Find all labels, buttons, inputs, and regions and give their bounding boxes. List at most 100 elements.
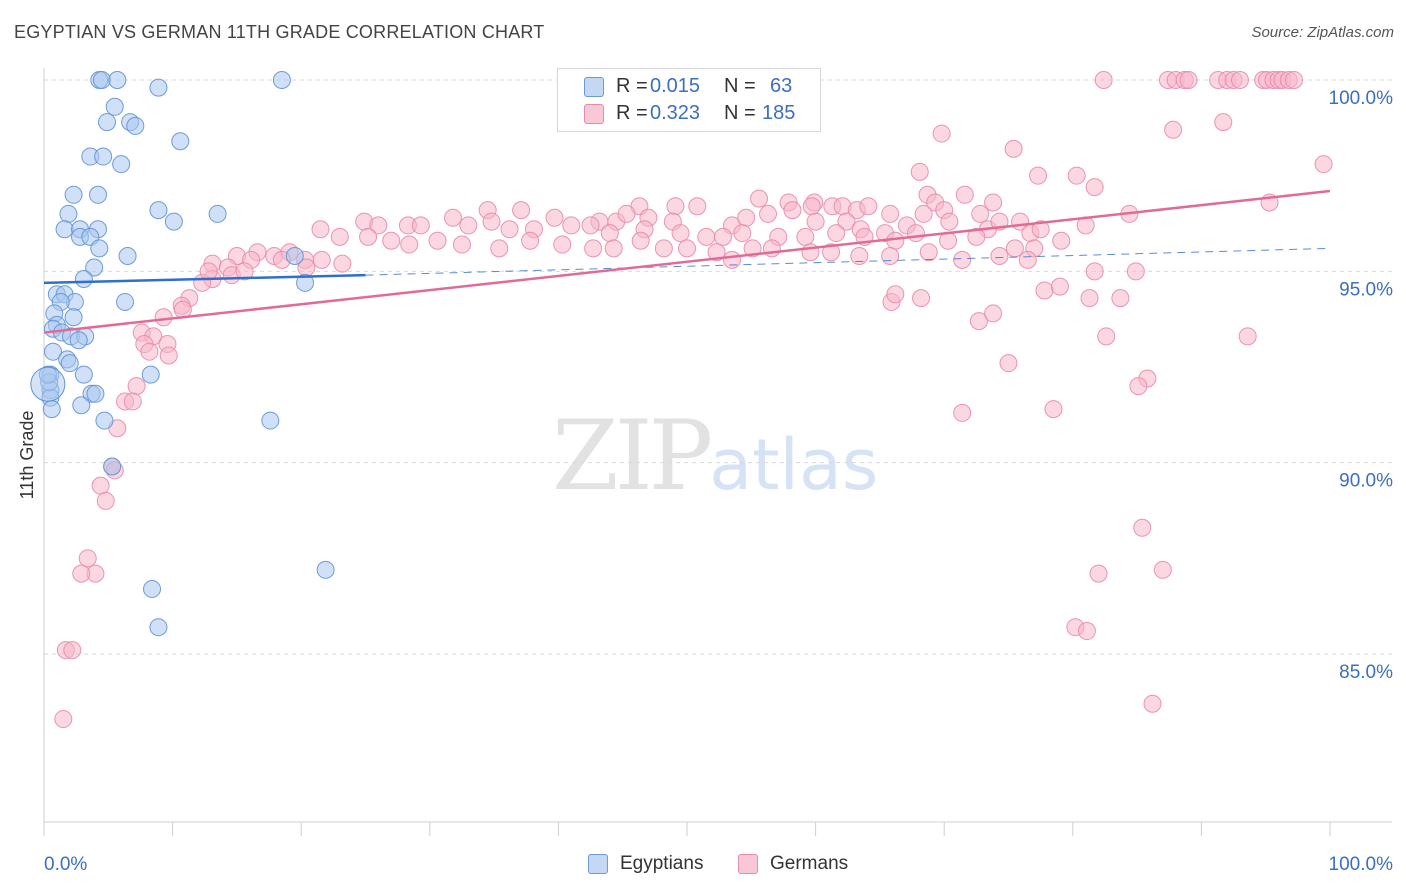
egyptian-point xyxy=(126,116,145,135)
german-point xyxy=(140,342,159,361)
german-point xyxy=(750,189,769,208)
egyptian-point xyxy=(141,365,160,384)
egyptian-point xyxy=(74,269,93,288)
german-point xyxy=(1133,518,1152,537)
egyptian-point xyxy=(108,71,127,89)
egyptian-point xyxy=(171,132,190,151)
egyptian-point xyxy=(272,71,291,89)
german-point xyxy=(617,204,636,223)
egyptians-legend-label[interactable]: Egyptians xyxy=(620,853,704,874)
egyptian-point xyxy=(44,342,63,361)
german-point xyxy=(96,491,115,510)
axes xyxy=(43,68,1392,836)
german-point xyxy=(984,193,1003,212)
german-point xyxy=(688,197,707,216)
german-point xyxy=(955,185,974,204)
egyptian-point xyxy=(116,292,135,311)
german-point xyxy=(63,641,82,660)
german-point xyxy=(1080,289,1099,308)
german-point xyxy=(1284,71,1303,89)
german-point xyxy=(671,224,690,243)
y-tick-label: 90.0% xyxy=(1339,471,1393,492)
german-point xyxy=(1067,166,1086,185)
german-point xyxy=(443,208,462,227)
n-value: 185 xyxy=(762,102,796,124)
german-point xyxy=(1153,560,1172,579)
germans-legend-label[interactable]: Germans xyxy=(770,853,849,874)
german-point xyxy=(235,262,254,281)
y-axis-label: 11th Grade xyxy=(17,411,37,500)
grid-lines xyxy=(44,79,1392,655)
chart-title: EGYPTIAN VS GERMAN 11TH GRADE CORRELATIO… xyxy=(14,22,545,42)
german-point xyxy=(562,216,581,235)
egyptian-point xyxy=(64,308,83,327)
y-tick-label: 100.0% xyxy=(1329,88,1394,109)
axis-labels: 85.0% 90.0% 95.0% 100.0% 0.0% 100.0% 11th Grad… xyxy=(17,88,1393,875)
n-label: N = xyxy=(724,102,756,124)
german-point xyxy=(666,197,685,216)
german-point xyxy=(333,254,352,273)
egyptian-point xyxy=(89,185,108,204)
german-point xyxy=(919,243,938,262)
egyptian-point xyxy=(95,411,114,430)
egyptian-point xyxy=(30,366,66,402)
german-point xyxy=(733,224,752,243)
german-point xyxy=(1314,155,1333,174)
german-point xyxy=(91,476,110,495)
egyptian-point xyxy=(164,212,183,231)
german-point xyxy=(743,239,762,258)
german-point xyxy=(759,204,778,223)
egyptian-point xyxy=(143,579,162,598)
egyptian-point xyxy=(64,185,83,204)
german-point xyxy=(714,227,733,246)
german-point xyxy=(886,285,905,304)
german-point xyxy=(411,216,430,235)
egyptians-trend-line xyxy=(43,273,366,285)
germans-legend-swatch[interactable] xyxy=(738,854,758,874)
german-point xyxy=(707,243,726,262)
german-point xyxy=(600,224,619,243)
x-tick-label-max: 100.0% xyxy=(1329,854,1394,875)
n-label: N = xyxy=(724,75,756,97)
german-point xyxy=(330,227,349,246)
german-point xyxy=(1164,120,1183,139)
egyptian-point xyxy=(118,247,137,266)
german-point xyxy=(154,308,173,327)
german-point xyxy=(990,247,1009,266)
egyptian-point xyxy=(149,201,168,220)
german-point xyxy=(1230,71,1249,89)
german-point xyxy=(54,710,73,729)
egyptians-swatch xyxy=(584,77,604,97)
egyptian-point xyxy=(103,457,122,476)
german-point xyxy=(802,197,821,216)
egyptian-point xyxy=(98,113,117,132)
german-point xyxy=(1126,262,1145,281)
egyptian-point xyxy=(42,400,61,419)
german-point xyxy=(1238,327,1257,346)
egyptian-point xyxy=(94,147,113,166)
german-point xyxy=(1044,400,1063,419)
german-point xyxy=(400,235,419,254)
german-point xyxy=(1179,71,1198,89)
german-point xyxy=(697,227,716,246)
germans-swatch xyxy=(584,104,604,124)
data-points xyxy=(30,71,1333,729)
egyptians-legend-swatch[interactable] xyxy=(588,854,608,874)
source-credit: Source: ZipAtlas.com xyxy=(1251,24,1394,41)
german-point xyxy=(1004,139,1023,158)
german-point xyxy=(881,247,900,266)
german-point xyxy=(737,208,756,227)
german-point xyxy=(359,227,378,246)
german-point xyxy=(1085,178,1104,197)
german-point xyxy=(584,239,603,258)
egyptian-point xyxy=(86,384,105,403)
german-point xyxy=(199,262,218,281)
german-point xyxy=(806,212,825,231)
n-value: 63 xyxy=(770,75,793,97)
egyptian-point xyxy=(90,239,109,258)
germans-trend-line xyxy=(43,189,1331,334)
german-point xyxy=(881,204,900,223)
egyptian-point xyxy=(55,220,74,239)
series-legend: Egyptians Germans xyxy=(0,852,1406,878)
german-point xyxy=(796,227,815,246)
